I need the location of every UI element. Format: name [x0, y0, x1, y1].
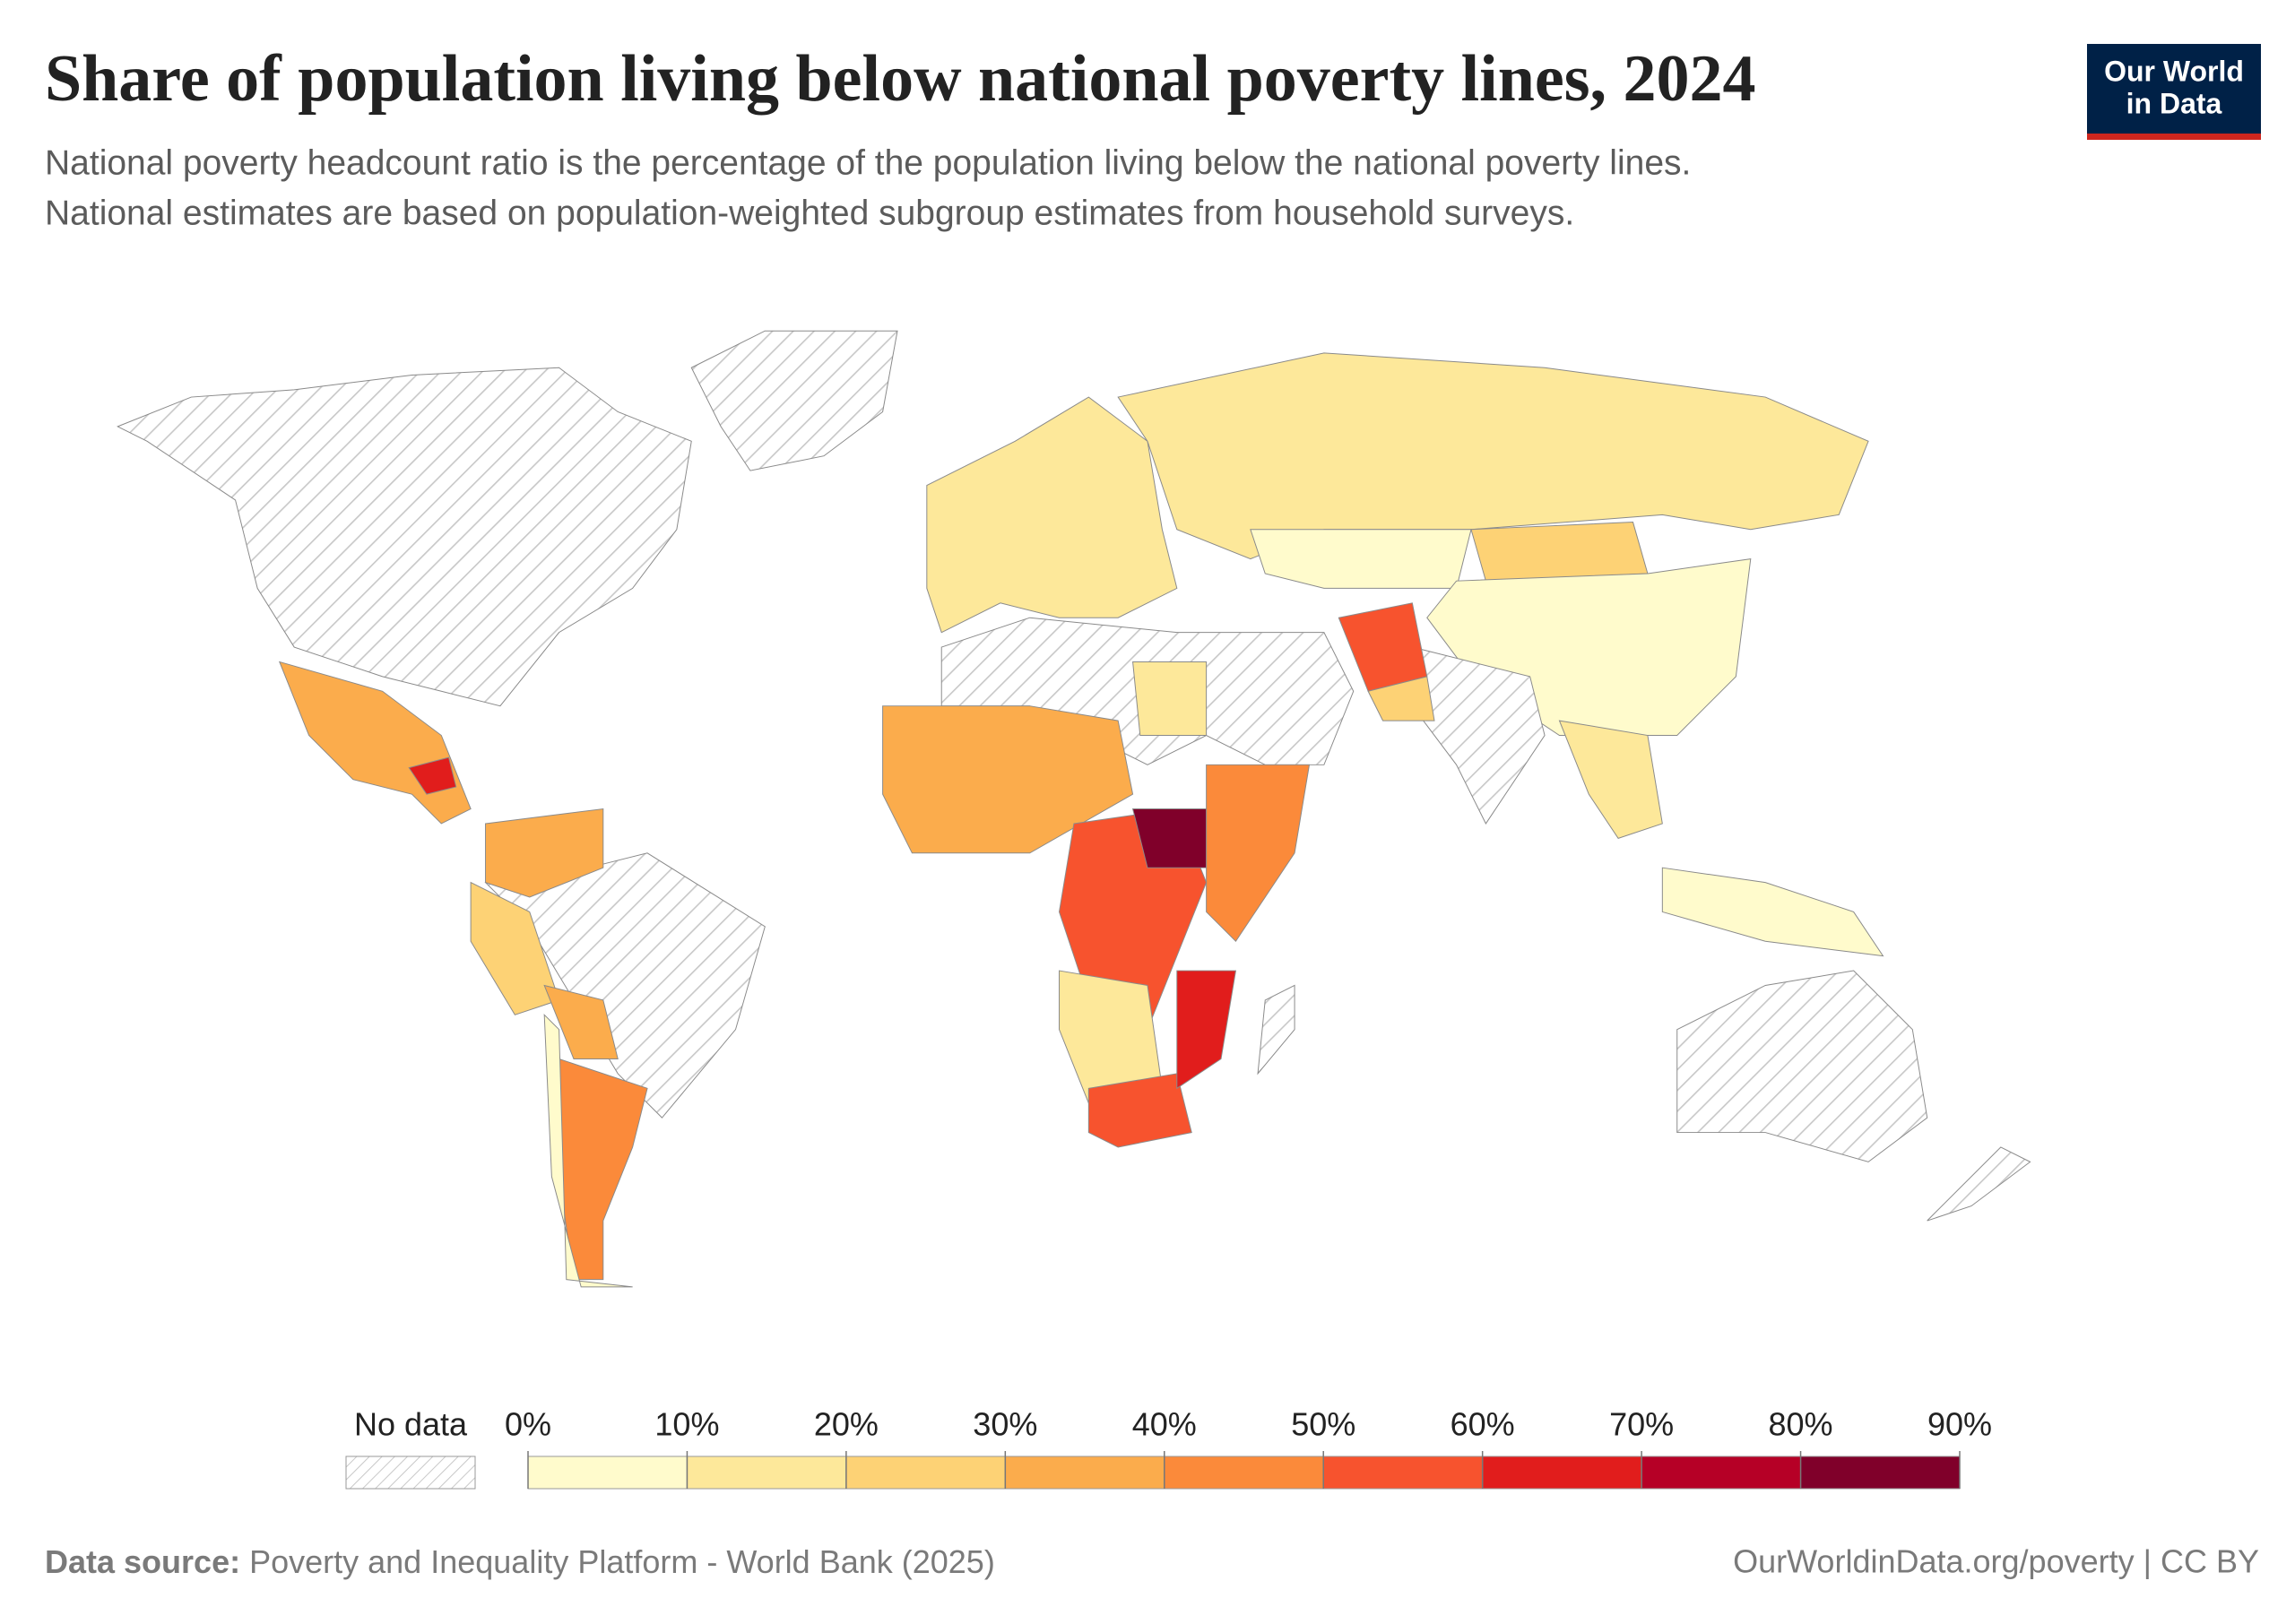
logo-text: in Data	[2126, 87, 2222, 119]
legend-tick-label: 90%	[1927, 1406, 1992, 1443]
region	[117, 367, 692, 707]
legend-tick-label: 10%	[654, 1406, 719, 1443]
region	[408, 756, 457, 795]
region	[1661, 867, 1884, 957]
subtitle: National poverty headcount ratio is the …	[45, 143, 1691, 182]
region	[1470, 522, 1649, 582]
legend-swatch	[1322, 1456, 1484, 1490]
region	[485, 808, 604, 898]
region	[1087, 1073, 1192, 1148]
legend-swatch	[1641, 1456, 1802, 1490]
source-label: Data source:	[45, 1543, 240, 1580]
legend-swatch	[1800, 1456, 1961, 1490]
legend-tick-label: 20%	[814, 1406, 879, 1443]
source-text: Poverty and Inequality Platform - World …	[249, 1543, 995, 1580]
legend-swatch	[1164, 1456, 1324, 1490]
region	[1558, 720, 1663, 839]
region	[1176, 970, 1237, 1090]
region	[1132, 661, 1208, 736]
region	[690, 330, 898, 471]
title: Share of population living below nationa…	[45, 42, 1756, 116]
legend-swatch	[1004, 1456, 1165, 1490]
region	[543, 984, 619, 1060]
subtitle: National estimates are based on populati…	[45, 194, 1574, 232]
logo-text: Our World	[2104, 55, 2244, 87]
legend-swatch	[845, 1456, 1006, 1490]
legend-tick-label: 70%	[1609, 1406, 1674, 1443]
region	[1250, 529, 1472, 589]
region	[1206, 764, 1311, 943]
region	[1257, 984, 1295, 1075]
logo[interactable]: Our World in Data	[2087, 44, 2261, 140]
legend-swatch	[527, 1456, 688, 1490]
region	[926, 396, 1178, 634]
legend-tick-label: 40%	[1132, 1406, 1197, 1443]
region	[484, 852, 766, 1119]
legend-swatch	[686, 1456, 847, 1490]
source: Data source: Poverty and Inequality Plat…	[45, 1543, 995, 1580]
legend-tick-label: 50%	[1291, 1406, 1355, 1443]
region	[1117, 352, 1869, 560]
no-data-label: No data	[354, 1406, 468, 1443]
region	[1676, 970, 1928, 1162]
region	[543, 1014, 633, 1288]
legend-tick-label: 80%	[1769, 1406, 1833, 1443]
legend-tick-label: 30%	[973, 1406, 1037, 1443]
legend-tick-label: 0%	[505, 1406, 551, 1443]
no-data-swatch	[345, 1456, 476, 1490]
region	[1927, 1146, 2031, 1222]
source-url[interactable]: OurWorldinData.org/poverty | CC BY	[1733, 1543, 2259, 1580]
region	[559, 1058, 648, 1281]
region	[1367, 676, 1435, 721]
legend-tick-label: 60%	[1451, 1406, 1515, 1443]
legend-swatch	[1482, 1456, 1642, 1490]
world-map	[117, 330, 2031, 1288]
region	[1338, 602, 1428, 692]
legend: No data 0% 10% 20% 30% 40% 50% 60% 70% 80% 90%	[345, 1406, 1992, 1490]
region	[470, 881, 560, 1015]
